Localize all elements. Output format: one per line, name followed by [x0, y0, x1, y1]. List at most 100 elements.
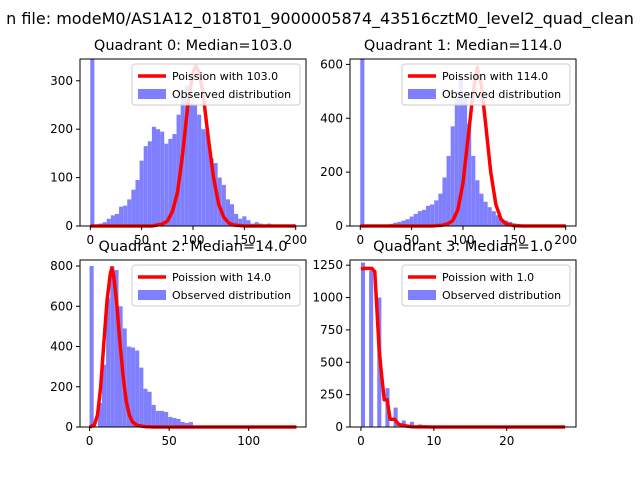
- histogram-bar: [135, 180, 140, 226]
- histogram-bar: [479, 193, 484, 226]
- histogram-bar: [450, 126, 455, 226]
- histogram-bar: [238, 218, 243, 226]
- y-tick-label: 200: [50, 122, 73, 136]
- x-tick-label: 150: [503, 233, 526, 247]
- histogram-bar: [131, 189, 136, 226]
- histogram-bar: [475, 180, 480, 226]
- histogram-bar: [126, 346, 131, 427]
- panel-title: Quadrant 1: Median=114.0: [364, 38, 562, 54]
- legend-box: [131, 264, 301, 307]
- histogram-bar: [234, 213, 239, 226]
- histogram-bar: [135, 350, 140, 427]
- legend: Poission with 14.0 Observed distribution: [131, 264, 301, 307]
- y-tick-label: 400: [320, 111, 343, 125]
- histogram-bar: [97, 402, 102, 427]
- x-tick-label: 200: [554, 233, 577, 247]
- histogram-bar: [176, 418, 181, 427]
- histogram-bar: [401, 220, 406, 226]
- histogram-bar: [360, 59, 365, 226]
- histogram-bar: [188, 102, 193, 226]
- histogram-bar: [483, 201, 488, 226]
- histogram-bar: [229, 204, 235, 226]
- histogram-bar: [123, 205, 128, 226]
- panel-title: Quadrant 0: Median=103.0: [94, 38, 292, 54]
- histogram-bar: [172, 417, 177, 427]
- y-tick-label: 0: [335, 420, 343, 434]
- y-tick-label: 750: [320, 323, 343, 337]
- histogram-bar: [405, 219, 410, 226]
- histogram-bar: [421, 209, 427, 226]
- histogram-bar: [110, 215, 115, 226]
- histogram-bar: [438, 193, 443, 226]
- y-tick-label: 200: [320, 165, 343, 179]
- histogram-bar: [413, 213, 418, 226]
- legend-label-poisson: Poission with 114.0: [442, 70, 548, 83]
- legend-bar-swatch: [408, 290, 436, 300]
- histogram-bar: [188, 421, 193, 427]
- x-tick-label: 100: [237, 434, 260, 448]
- histogram-bar: [151, 404, 156, 427]
- poisson-line: [360, 266, 566, 429]
- histogram-bar: [184, 422, 189, 427]
- chart-panel-3: 0 10 20 0 250 500 750 1000 1250 Quadrant 3: Media…: [312, 239, 577, 448]
- legend: Poission with 1.0 Observed distribution: [401, 264, 571, 307]
- histogram-bar: [397, 221, 402, 226]
- y-tick-label: 100: [50, 171, 73, 185]
- x-tick-label: 20: [499, 434, 514, 448]
- histogram-bar: [106, 298, 111, 427]
- legend-bar-swatch: [138, 89, 166, 99]
- legend-box: [401, 63, 571, 106]
- axes-frame: [79, 259, 307, 428]
- histogram-bar: [369, 270, 374, 427]
- histogram-bar: [164, 143, 169, 226]
- y-tick-label: 250: [320, 388, 343, 402]
- histogram-bar: [139, 160, 144, 226]
- legend-label-observed: Observed distribution: [172, 289, 291, 302]
- x-tick-label: 0: [356, 233, 364, 247]
- histogram-bar: [446, 155, 451, 226]
- panel-title: Quadrant 2: Median=14.0: [99, 239, 288, 255]
- legend-label-poisson: Poission with 14.0: [172, 271, 271, 284]
- histogram-bar: [176, 114, 181, 226]
- histogram-bar: [426, 205, 431, 226]
- histogram-bar: [102, 222, 107, 226]
- panel-title: Quadrant 3: Median=1.0: [373, 239, 553, 255]
- histogram-bar: [159, 410, 165, 427]
- histogram-bar: [430, 204, 435, 226]
- histogram-bar: [89, 266, 94, 427]
- histogram-bar: [495, 215, 500, 226]
- histogram-bar: [242, 216, 247, 226]
- histogram-bar: [442, 177, 447, 226]
- histogram-bar: [155, 410, 160, 427]
- histogram-bar: [164, 411, 169, 427]
- y-tick-label: 1000: [312, 291, 343, 305]
- histogram-bar: [114, 213, 120, 226]
- histogram-bar: [254, 222, 259, 226]
- poisson-line: [88, 266, 297, 429]
- histogram-bar: [168, 416, 173, 427]
- x-tick-label: 50: [161, 434, 176, 448]
- x-tick-label: 50: [404, 233, 419, 247]
- histogram-bar: [156, 129, 161, 226]
- histogram-bar: [209, 158, 214, 226]
- chart-panel-0: 0 50 100 150 200 0 100 200 300 Quadrant 0: Median…: [50, 38, 307, 247]
- x-tick-label: 0: [86, 233, 94, 247]
- histogram-bar: [139, 367, 144, 427]
- histogram-bar: [491, 211, 496, 226]
- histogram-bar: [147, 141, 152, 226]
- histogram-bar: [393, 407, 398, 427]
- histogram-bar: [467, 123, 472, 226]
- histogram-bar: [487, 207, 492, 226]
- histogram-bar: [197, 114, 202, 226]
- axes-frame: [349, 259, 577, 428]
- legend: Poission with 103.0 Observed distribution: [131, 63, 301, 106]
- histogram-bar: [143, 388, 148, 427]
- histogram-bar: [458, 75, 463, 226]
- histogram-bar: [417, 211, 422, 226]
- x-tick-label: 100: [452, 233, 475, 247]
- x-tick-label: 0: [86, 434, 94, 448]
- y-tick-label: 0: [65, 219, 73, 233]
- histogram-bar: [106, 218, 111, 226]
- histogram-bar: [168, 138, 173, 226]
